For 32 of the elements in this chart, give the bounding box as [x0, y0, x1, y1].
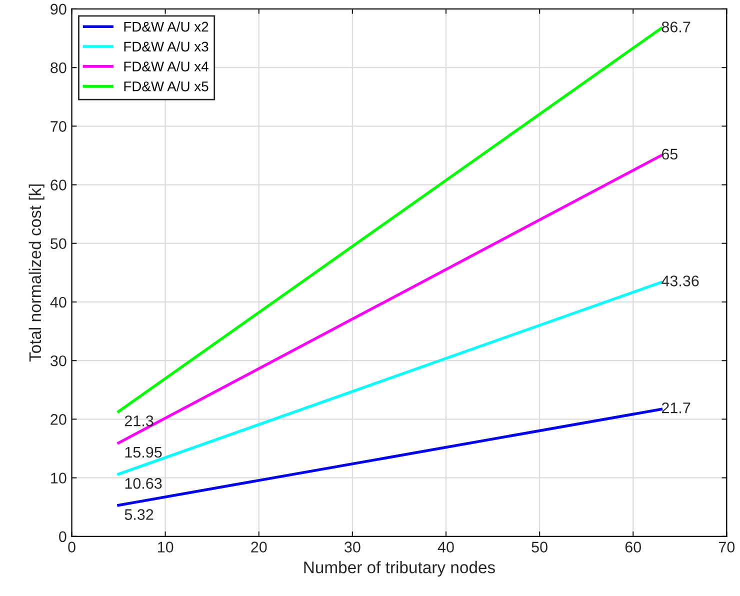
- x-tick-label: 50: [532, 542, 548, 552]
- legend-label: FD&W A/U x2: [124, 21, 208, 32]
- y-tick-label: 0: [59, 531, 66, 542]
- data-label: 21.3: [124, 415, 154, 426]
- y-tick-label: 30: [50, 355, 66, 366]
- legend-label: FD&W A/U x5: [124, 81, 208, 92]
- y-axis-title: Total normalized cost [k]: [28, 184, 44, 362]
- y-tick-label: 80: [50, 62, 66, 74]
- x-tick-label: 20: [251, 542, 267, 552]
- y-tick-label: 20: [50, 414, 66, 425]
- data-label: 21.7: [662, 402, 690, 414]
- data-label: 86.7: [662, 22, 690, 32]
- y-tick-label: 50: [50, 238, 66, 250]
- y-tick-label: 90: [50, 4, 66, 15]
- y-tick-label: 40: [50, 296, 66, 308]
- y-tick-label: 60: [50, 180, 66, 190]
- x-tick-label: 10: [158, 542, 174, 552]
- data-label: 10.63: [125, 478, 162, 489]
- y-tick-label: 70: [50, 121, 66, 132]
- x-tick-label: 30: [344, 542, 360, 552]
- x-tick-label: 40: [438, 542, 454, 552]
- x-tick-label: 70: [718, 542, 735, 552]
- data-label: 5.32: [124, 509, 154, 520]
- y-tick-label: 10: [51, 472, 66, 484]
- data-label: 65: [662, 148, 678, 160]
- legend-label: FD&W A/U x4: [124, 61, 208, 72]
- legend-label: FD&W A/U x3: [124, 41, 208, 52]
- x-tick-label: 60: [625, 542, 642, 552]
- data-label: 15.95: [125, 446, 162, 458]
- x-tick-label: 0: [68, 542, 76, 552]
- x-axis-title: Number of tributary nodes: [304, 561, 495, 577]
- data-label: 43.36: [662, 276, 699, 286]
